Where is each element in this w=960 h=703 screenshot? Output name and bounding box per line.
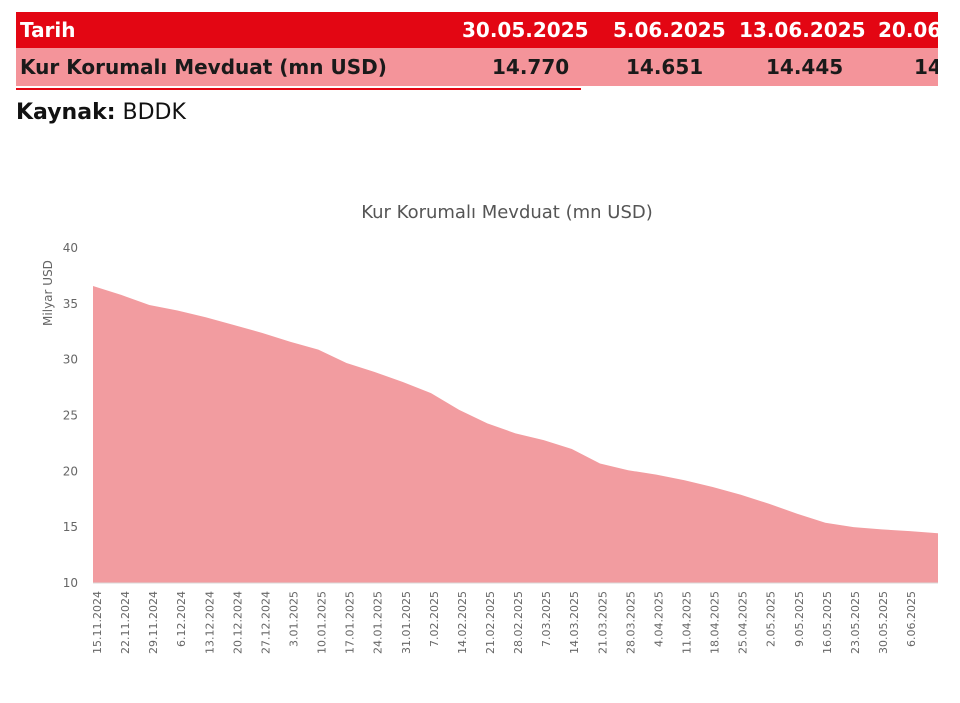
source-note: Kaynak: BDDK xyxy=(16,100,186,125)
y-axis-label: Milyar USD xyxy=(41,260,55,326)
y-tick-label: 20 xyxy=(63,464,78,478)
row-value: 14 xyxy=(914,55,938,79)
y-tick-label: 10 xyxy=(63,576,78,590)
chart-title: Kur Korumalı Mevduat (mn USD) xyxy=(361,202,653,223)
row-value: 14.651 xyxy=(626,55,704,79)
x-tick-label: 21.03.2025 xyxy=(596,591,609,654)
row-value: 14.770 xyxy=(492,55,570,79)
row-value: 14.445 xyxy=(766,55,844,79)
x-tick-label: 31.01.2025 xyxy=(400,591,413,654)
x-tick-label: 28.03.2025 xyxy=(624,591,637,654)
x-tick-label: 25.04.2025 xyxy=(737,591,750,654)
x-tick-label: 23.05.2025 xyxy=(849,591,862,654)
x-tick-label: 28.02.2025 xyxy=(512,591,525,654)
x-tick-label: 14.03.2025 xyxy=(568,591,581,654)
x-tick-label: 18.04.2025 xyxy=(709,591,722,654)
x-tick-label: 29.11.2024 xyxy=(147,591,160,654)
x-tick-label: 7.02.2025 xyxy=(428,591,441,647)
x-tick-label: 15.11.2024 xyxy=(91,591,104,654)
y-tick-label: 25 xyxy=(63,409,78,423)
x-tick-label: 14.02.2025 xyxy=(456,591,469,654)
x-tick-label: 16.05.2025 xyxy=(821,591,834,654)
y-tick-label: 30 xyxy=(63,353,78,367)
area-series xyxy=(93,285,938,583)
y-tick-label: 15 xyxy=(63,520,78,534)
x-tick-label: 27.12.2024 xyxy=(259,591,272,654)
x-tick-label: 17.01.2025 xyxy=(344,591,357,654)
header-date: 20.06. xyxy=(878,18,938,42)
table-underline xyxy=(16,88,581,90)
header-date: 30.05.2025 xyxy=(462,18,589,42)
y-tick-label: 40 xyxy=(63,241,78,255)
x-tick-label: 13.12.2024 xyxy=(203,591,216,654)
x-tick-label: 3.01.2025 xyxy=(288,591,301,647)
x-tick-label: 6.12.2024 xyxy=(175,591,188,647)
table-data-row: Kur Korumalı Mevduat (mn USD) 14.770 14.… xyxy=(16,48,938,86)
x-tick-label: 4.04.2025 xyxy=(652,591,665,647)
x-tick-label: 11.04.2025 xyxy=(681,591,694,654)
x-tick-label: 30.05.2025 xyxy=(877,591,890,654)
header-date: 5.06.2025 xyxy=(613,18,726,42)
header-date: 13.06.2025 xyxy=(739,18,866,42)
x-tick-label: 10.01.2025 xyxy=(316,591,329,654)
source-value: BDDK xyxy=(122,100,186,125)
header-label: Tarih xyxy=(20,18,76,42)
y-axis: 10 15 20 25 30 35 40 xyxy=(63,241,78,590)
x-tick-label: 6.06.2025 xyxy=(905,591,918,647)
x-tick-label: 22.11.2024 xyxy=(119,591,132,654)
data-table: Tarih 30.05.2025 5.06.2025 13.06.2025 20… xyxy=(16,12,938,86)
x-tick-label: 9.05.2025 xyxy=(793,591,806,647)
y-tick-label: 35 xyxy=(63,297,78,311)
x-tick-label: 2.05.2025 xyxy=(765,591,778,647)
row-label: Kur Korumalı Mevduat (mn USD) xyxy=(20,55,387,79)
x-tick-label: 21.02.2025 xyxy=(484,591,497,654)
x-tick-label: 7.03.2025 xyxy=(540,591,553,647)
x-tick-label: 24.01.2025 xyxy=(372,591,385,654)
source-label: Kaynak: xyxy=(16,100,116,125)
area-chart: Kur Korumalı Mevduat (mn USD) Milyar USD… xyxy=(41,202,938,654)
x-axis: 15.11.2024 22.11.2024 29.11.2024 6.12.2024 1… xyxy=(91,591,918,654)
table-header-row: Tarih 30.05.2025 5.06.2025 13.06.2025 20… xyxy=(16,12,938,48)
x-tick-label: 20.12.2024 xyxy=(231,591,244,654)
